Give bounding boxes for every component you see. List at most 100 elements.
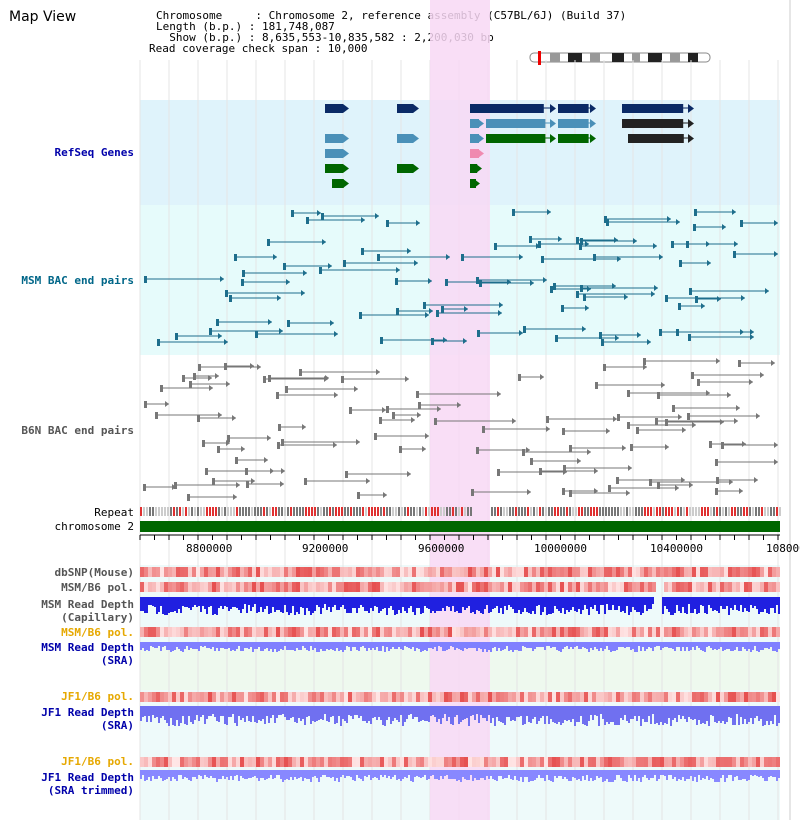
depth-bar: [630, 597, 632, 612]
heat-cell: [388, 627, 392, 637]
depth-bar: [256, 642, 258, 649]
depth-bar: [724, 597, 726, 609]
heat-cell: [232, 692, 236, 702]
heat-cell: [256, 692, 260, 702]
msm-pair-arrow: [317, 210, 321, 216]
depth-bar: [530, 706, 532, 723]
track-label-b6n-bac[interactable]: B6N BAC end pairs: [21, 424, 134, 437]
heat-cell: [232, 757, 236, 767]
depth-bar: [438, 597, 440, 611]
depth-bar: [286, 597, 288, 612]
depth-bar: [624, 642, 626, 648]
depth-bar: [262, 770, 264, 778]
gene-arrow: [413, 164, 419, 173]
msm-pair-end: [550, 286, 553, 293]
depth-bar: [442, 642, 444, 651]
depth-bar: [208, 706, 210, 716]
depth-bar: [406, 642, 408, 647]
msm-pair-arrow: [582, 326, 586, 332]
depth-bar: [434, 770, 436, 779]
b6n-pair-end: [697, 379, 700, 386]
depth-bar: [608, 706, 610, 724]
heat-cell: [176, 692, 180, 702]
heat-cell: [488, 757, 492, 767]
depth-bar: [716, 706, 718, 723]
heat-cell: [504, 627, 508, 637]
heat-cell: [524, 567, 528, 577]
heat-cell: [508, 692, 512, 702]
heat-cell: [364, 582, 368, 592]
track-label-msm-bac[interactable]: MSM BAC end pairs: [21, 274, 134, 287]
heat-cell: [220, 692, 224, 702]
b6n-pair-end: [721, 442, 724, 449]
heat-cell: [196, 567, 200, 577]
depth-bar: [588, 706, 590, 721]
heat-cell: [280, 567, 284, 577]
depth-bar: [486, 770, 488, 776]
depth-bar: [598, 642, 600, 651]
depth-bar: [712, 642, 714, 650]
msm-pair-arrow: [734, 241, 738, 247]
chromosome-ideogram[interactable]: [528, 51, 714, 65]
depth-bar: [704, 597, 706, 613]
depth-bar: [184, 642, 186, 649]
repeat-mark: [725, 507, 727, 516]
depth-bar: [720, 770, 722, 778]
b6n-pair-arrow: [257, 364, 261, 370]
depth-bar: [388, 706, 390, 717]
depth-bar: [502, 597, 504, 614]
depth-bar: [608, 642, 610, 650]
heat-cell: [464, 757, 468, 767]
heat-cell: [420, 567, 424, 577]
depth-bar: [220, 770, 222, 779]
depth-bar: [158, 770, 160, 776]
b6n-bac-pairs-track[interactable]: [143, 358, 778, 501]
heat-cell: [688, 692, 692, 702]
msm-bac-pairs-track[interactable]: [144, 209, 778, 346]
heat-cell: [408, 627, 412, 637]
track-label-refseq[interactable]: RefSeq Genes: [54, 146, 134, 159]
heat-cell: [436, 567, 440, 577]
heat-cell: [180, 757, 184, 767]
repeat-mark: [143, 507, 145, 516]
heat-cell: [216, 582, 220, 592]
depth-bar: [762, 770, 764, 778]
refseq-genes-track[interactable]: [325, 104, 694, 188]
heat-cell: [392, 757, 396, 767]
depth-bar: [282, 706, 284, 714]
heat-cell: [588, 692, 592, 702]
heat-cell: [192, 567, 196, 577]
depth-bar: [702, 770, 704, 778]
depth-bar: [368, 770, 370, 775]
msm-pair-arrow: [224, 339, 228, 345]
depth-bar: [622, 706, 624, 720]
depth-bar: [476, 706, 478, 714]
depth-bar: [444, 770, 446, 776]
heat-cell: [620, 567, 624, 577]
depth-bar: [662, 770, 664, 775]
heat-cell: [492, 567, 496, 577]
msm-pair-arrow: [277, 295, 281, 301]
heat-cell: [600, 757, 604, 767]
heat-cell: [568, 692, 572, 702]
heat-cell: [720, 692, 724, 702]
heat-cell: [732, 567, 736, 577]
track-label-chromosome: chromosome 2: [54, 520, 134, 533]
depth-bar: [558, 642, 560, 651]
depth-bar: [570, 642, 572, 647]
depth-bar: [364, 770, 366, 776]
heat-cell: [184, 627, 188, 637]
heat-cell: [396, 582, 400, 592]
depth-bar: [558, 597, 560, 611]
depth-bar: [602, 770, 604, 782]
depth-bar: [510, 642, 512, 650]
depth-bar: [284, 770, 286, 780]
depth-bar: [596, 770, 598, 776]
depth-bar: [574, 642, 576, 647]
depth-bar: [402, 642, 404, 650]
depth-bar: [508, 770, 510, 775]
repeat-mark: [710, 507, 712, 516]
depth-bar: [488, 597, 490, 613]
depth-bar: [666, 642, 668, 647]
